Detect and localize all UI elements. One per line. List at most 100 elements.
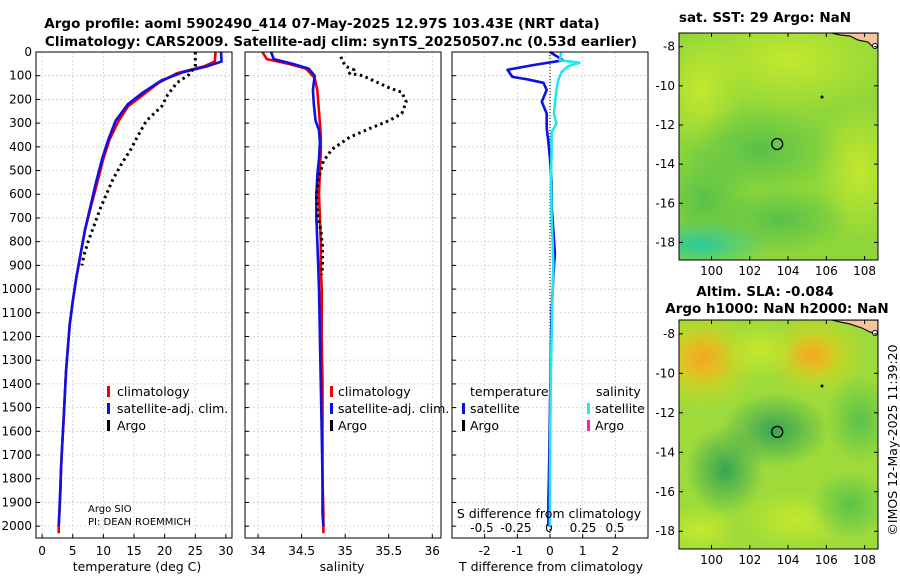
profile-line-climatology [261, 51, 325, 534]
legend-swatch-satellite [330, 403, 333, 414]
lon-tick-label: 102 [738, 264, 761, 278]
legend-swatch-sal-argo [587, 420, 590, 431]
profile-line-temperature-satellite [506, 50, 565, 527]
legend-swatch-sal-satellite [587, 403, 590, 414]
lon-tick-label: 106 [815, 553, 838, 567]
legend-label-climatology: climatology [117, 384, 190, 399]
lon-tick-label: 102 [738, 553, 761, 567]
s-difference-axis-label: S difference from climatology [457, 506, 642, 521]
lat-tick-label: -18 [655, 235, 675, 249]
temperature-ticks: 0100200300400500600700800900100011001200… [1, 45, 233, 558]
depth-tick-label: 500 [9, 164, 32, 178]
sla-map-title-line1: Altim. SLA: -0.084 [696, 284, 833, 300]
figure-title-line2: Climatology: CARS2009. Satellite-adj cli… [45, 34, 637, 50]
legend-swatch-argo [107, 420, 110, 431]
secondary-x-tick-label: -0.5 [470, 521, 493, 535]
lon-tick-label: 108 [853, 553, 876, 567]
x-tick-label: 35 [338, 544, 353, 558]
legend-label-climatology: climatology [338, 384, 411, 399]
depth-tick-label: 900 [9, 258, 32, 272]
lon-tick-label: 100 [700, 553, 723, 567]
secondary-x-tick-label: 0.5 [605, 521, 624, 535]
x-tick-label: 15 [126, 544, 141, 558]
depth-tick-label: 1800 [1, 472, 32, 486]
depth-tick-label: 1100 [1, 306, 32, 320]
salinity-profiles [261, 51, 408, 534]
legend-label-sal-satellite: satellite [595, 401, 645, 416]
x-tick-label: 0 [546, 544, 554, 558]
credit-institution: Argo SIO [88, 504, 132, 515]
depth-tick-label: 1300 [1, 353, 32, 367]
lon-tick-label: 100 [700, 264, 723, 278]
sst-map-panel: sat. SST: 29 Argo: NaN 100 102 104 106 108 -8… [655, 10, 879, 278]
lat-tick-label: -18 [655, 524, 675, 538]
x-tick-label: 34.5 [288, 544, 315, 558]
imos-watermark: ©IMOS 12-May-2025 11:39:20 [885, 344, 900, 535]
salinity-gridlines [245, 51, 441, 538]
t-difference-axis-label: T difference from climatology [458, 559, 644, 574]
lat-tick-label: -14 [655, 157, 675, 171]
profile-line-argo [80, 52, 197, 266]
difference-plot-frame [451, 51, 649, 539]
legend-label-temp-argo: Argo [470, 418, 499, 433]
depth-tick-label: 300 [9, 116, 32, 130]
depth-tick-label: 1200 [1, 329, 32, 343]
sst-map-title: sat. SST: 29 Argo: NaN [679, 10, 851, 26]
legend-label-satellite: satellite-adj. clim. [338, 401, 449, 416]
sst-map-field [679, 33, 878, 260]
depth-tick-label: 1400 [1, 377, 32, 391]
profile-line-satellite-adj-clim [57, 51, 223, 527]
temperature-axis-label: temperature (deg C) [73, 559, 202, 574]
sla-map-frame [678, 319, 879, 550]
x-tick-label: 35.5 [375, 544, 402, 558]
difference-legend: temperature satellite Argo salinity sate… [462, 384, 645, 433]
lon-tick-label: 108 [853, 264, 876, 278]
lat-tick-label: -16 [655, 485, 675, 499]
sst-map-frame [678, 32, 879, 261]
depth-tick-label: 200 [9, 92, 32, 106]
difference-panel: -2 -1 0 1 2 -0.5 -0.25 0 0.25 0.5 T difference f… [451, 50, 649, 574]
temperature-panel: 0100200300400500600700800900100011001200… [1, 45, 233, 574]
legend-swatch-satellite [107, 403, 110, 414]
legend-title-salinity: salinity [596, 384, 641, 399]
legend-swatch-climatology [107, 386, 110, 397]
legend-swatch-temp-argo [462, 420, 465, 431]
lat-tick-label: -8 [663, 327, 675, 341]
sst-map-ticks: 100 102 104 106 108 -8 -10 -12 -14 -16 -18 [655, 33, 878, 278]
argo-float-marker [771, 425, 784, 439]
lat-tick-label: -12 [655, 406, 675, 420]
profile-line-satellite-adj-clim [269, 51, 325, 527]
depth-tick-label: 1500 [1, 401, 32, 415]
secondary-x-tick-label: 0 [545, 521, 553, 535]
lat-tick-label: -12 [655, 118, 675, 132]
secondary-x-tick-label: 0.25 [570, 521, 597, 535]
x-tick-label: -1 [511, 544, 523, 558]
x-tick-label: 10 [96, 544, 111, 558]
x-tick-label: 1 [579, 544, 587, 558]
x-tick-label: 25 [188, 544, 203, 558]
temperature-legend: climatology satellite-adj. clim. Argo [107, 384, 228, 433]
depth-tick-label: 400 [9, 140, 32, 154]
lat-tick-label: -14 [655, 445, 675, 459]
x-tick-label: 0 [38, 544, 46, 558]
legend-title-temperature: temperature [470, 384, 549, 399]
depth-tick-label: 600 [9, 187, 32, 201]
temperature-profiles [57, 51, 223, 534]
depth-tick-label: 0 [24, 45, 32, 59]
sla-map-title-line2: Argo h1000: NaN h2000: NaN [665, 301, 888, 317]
depth-tick-label: 100 [9, 69, 32, 83]
legend-swatch-temp-satellite [462, 403, 465, 414]
sla-map-ticks: 100 102 104 106 108 -8 -10 -12 -14 -16 -18 [655, 320, 878, 567]
legend-swatch-argo [330, 420, 333, 431]
temperature-plot-frame [35, 51, 233, 539]
lon-tick-label: 104 [777, 264, 800, 278]
x-tick-label: 20 [157, 544, 172, 558]
legend-swatch-climatology [330, 386, 333, 397]
secondary-x-tick-label: -0.25 [500, 521, 531, 535]
lat-tick-label: -8 [663, 40, 675, 54]
salinity-legend: climatology satellite-adj. clim. Argo [330, 384, 449, 433]
x-tick-label: 36 [425, 544, 440, 558]
salinity-ticks: 34 34.5 35 35.5 36 [245, 51, 440, 558]
depth-tick-label: 2000 [1, 519, 32, 533]
